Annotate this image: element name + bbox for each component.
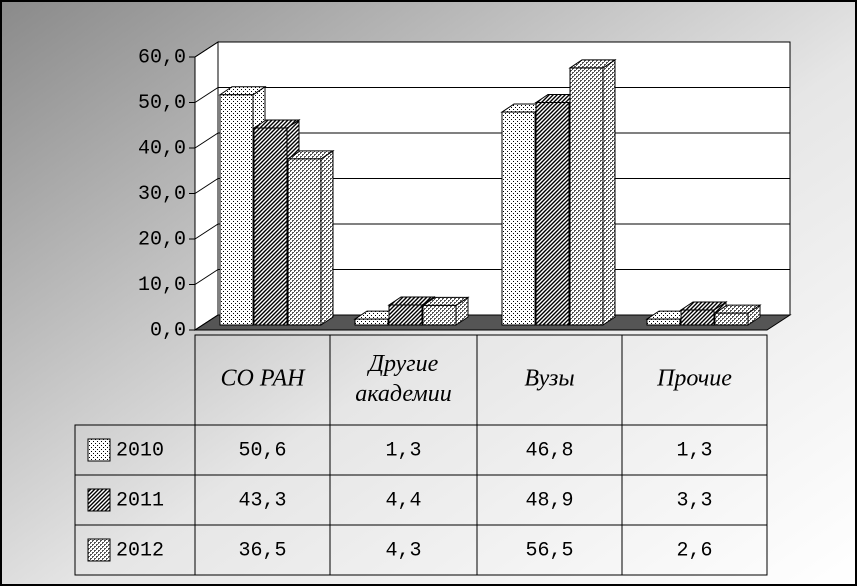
- table-value: 4,3: [385, 539, 421, 562]
- legend-label: 2012: [116, 539, 164, 562]
- table-value: 56,5: [525, 539, 573, 562]
- bar-front: [253, 127, 288, 326]
- bar: [387, 296, 436, 326]
- y-tick-label: 10,0: [138, 274, 186, 297]
- y-tick-label: 60,0: [138, 46, 186, 69]
- y-tick-label: 0,0: [150, 319, 186, 342]
- table-value: 3,3: [676, 489, 712, 512]
- grid-line: [194, 314, 219, 331]
- table-value: 1,3: [676, 439, 712, 462]
- bar-front: [714, 312, 749, 326]
- table-value: 4,4: [385, 489, 421, 512]
- legend-label: 2010: [116, 439, 164, 462]
- table-value: 2,6: [676, 539, 712, 562]
- table-value: 1,3: [385, 439, 421, 462]
- grid-line: [194, 178, 219, 194]
- bar-front: [501, 111, 536, 326]
- bar-front: [535, 102, 570, 326]
- legend-key: [87, 438, 111, 462]
- bar-front: [646, 318, 681, 326]
- bar-front: [569, 67, 604, 326]
- legend-label: 2011: [116, 489, 164, 512]
- x-tick-label: СО РАН: [221, 366, 307, 392]
- y-tick-label: 30,0: [138, 183, 186, 206]
- bar: [713, 304, 762, 326]
- bar-front: [388, 304, 423, 326]
- bar: [286, 149, 335, 326]
- bar-side: [320, 149, 334, 326]
- x-tick-label: Вузы: [524, 366, 574, 392]
- table-value: 48,9: [525, 489, 573, 512]
- bar-front: [422, 304, 457, 326]
- bar-front: [219, 94, 254, 326]
- bar: [421, 296, 470, 326]
- x-tick-label: Другие академии: [355, 351, 451, 407]
- grid-line: [194, 132, 219, 149]
- table-value: 46,8: [525, 439, 573, 462]
- bar-front: [354, 318, 389, 326]
- bar-front: [287, 158, 322, 326]
- y-tick-label: 20,0: [138, 228, 186, 251]
- grid-line: [194, 87, 219, 103]
- grid-line: [194, 223, 219, 240]
- bar: [568, 58, 617, 326]
- table-value: 43,3: [238, 489, 286, 512]
- y-tick-label: 40,0: [138, 137, 186, 160]
- legend-key: [87, 538, 111, 562]
- bar-side: [602, 58, 616, 326]
- y-tick-label: 50,0: [138, 92, 186, 115]
- bar-front: [680, 309, 715, 326]
- table-value: 50,6: [238, 439, 286, 462]
- x-tick-label: Прочие: [656, 366, 732, 392]
- legend-key: [87, 488, 111, 512]
- grid-line: [194, 41, 219, 58]
- grid-line: [194, 269, 219, 285]
- table-value: 36,5: [238, 539, 286, 562]
